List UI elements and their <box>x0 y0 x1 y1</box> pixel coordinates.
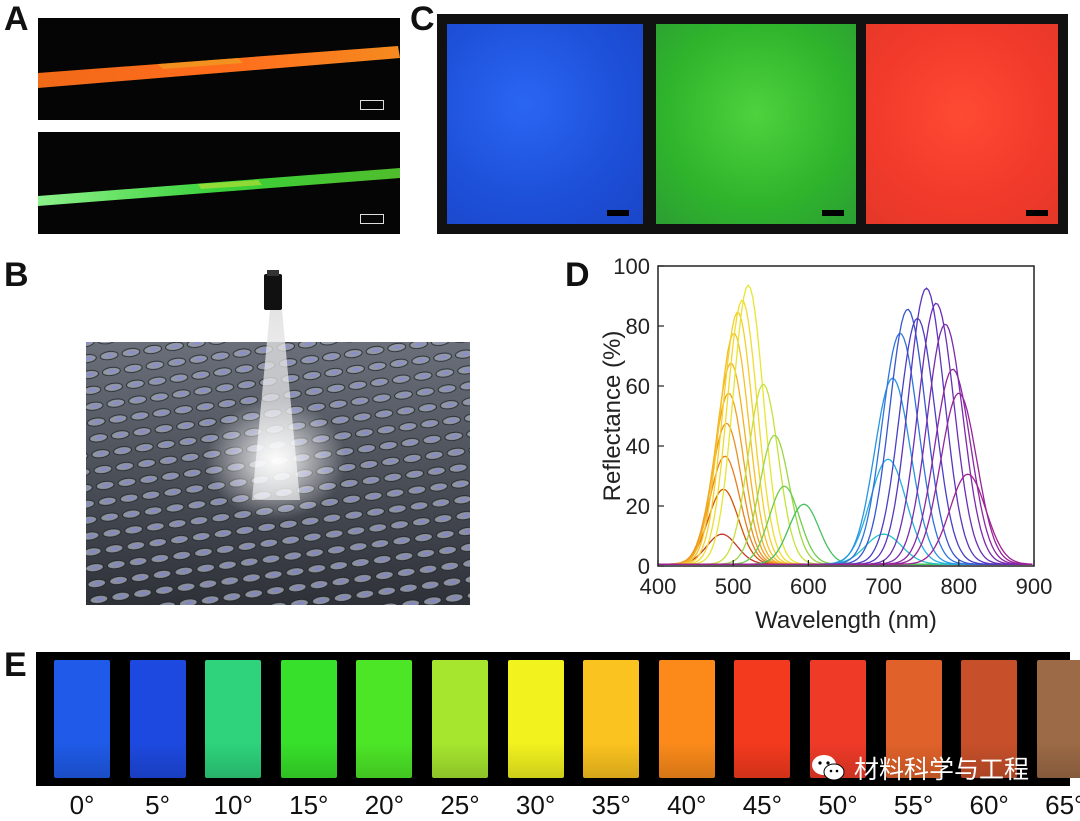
scale-bar <box>360 214 384 224</box>
x-tick-label: 700 <box>865 574 902 599</box>
color-strip-1 <box>129 660 186 778</box>
scale-bar <box>1026 210 1048 216</box>
fiber-micrograph-orange <box>38 18 400 120</box>
x-tick-label: 600 <box>790 574 827 599</box>
angle-label: 65° <box>1045 790 1080 820</box>
reflectance-curve-22 <box>658 323 1033 565</box>
plot-frame <box>657 265 1035 567</box>
x-tick-label: 900 <box>1016 574 1053 599</box>
angle-label: 45° <box>742 790 783 820</box>
film-red <box>866 24 1058 224</box>
schematic-illustration <box>86 270 470 605</box>
angle-label: 40° <box>667 790 707 820</box>
film-green <box>656 24 856 224</box>
angle-label: 55° <box>893 790 934 820</box>
panel-letter-c: C <box>410 0 435 38</box>
y-tick-label: 100 <box>613 258 650 279</box>
angle-label: 35° <box>591 790 631 820</box>
reflectance-chart: 400 500 600 700 800 900 0 20 40 60 80 100 Wavelengt… <box>599 254 1070 648</box>
color-strip-8 <box>658 660 715 778</box>
color-strip-2 <box>205 660 262 778</box>
angle-label: 25° <box>440 790 480 820</box>
reflectance-curve-18 <box>658 308 1033 565</box>
reflectance-curve-9 <box>658 284 1033 565</box>
scale-bar <box>607 210 629 216</box>
panel-letter-e: E <box>4 646 27 684</box>
reflectance-curve-0 <box>658 533 1033 565</box>
x-tick-label: 400 <box>640 574 677 599</box>
y-tick-label: 80 <box>626 314 650 339</box>
x-axis-label: Wavelength (nm) <box>755 607 937 634</box>
reflectance-chart-svg: 400 500 600 700 800 900 0 20 40 60 80 100 Wavelengt… <box>599 254 1053 634</box>
panel-letter-d: D <box>565 256 590 294</box>
angle-label: 30° <box>515 790 556 820</box>
film-micrographs <box>437 14 1068 234</box>
color-strip-4 <box>356 660 413 778</box>
color-strip-12 <box>961 660 1018 778</box>
y-axis-label: Reflectance (%) <box>600 331 626 502</box>
angle-label: 20° <box>364 790 405 820</box>
watermark: 材料科学与工程 <box>810 750 1029 786</box>
angle-label: 0° <box>69 790 95 820</box>
reflectance-curve-25 <box>658 473 1033 565</box>
reflectance-curve-17 <box>658 332 1033 565</box>
color-strip-13 <box>1036 660 1080 778</box>
x-tick-label: 800 <box>940 574 977 599</box>
color-strip-3 <box>280 660 337 778</box>
fiber-micrograph-green <box>38 132 400 234</box>
y-tick-label: 60 <box>626 374 650 399</box>
y-tick-label: 0 <box>638 554 650 579</box>
panel-letter-a: A <box>4 0 29 38</box>
x-tick-label: 500 <box>715 574 752 599</box>
angle-label: 10° <box>213 790 253 820</box>
reflectance-curve-20 <box>658 287 1033 565</box>
reflectance-curve-8 <box>658 299 1033 565</box>
color-strip-11 <box>885 660 942 778</box>
film-blue <box>447 24 643 224</box>
scale-bar <box>822 210 844 216</box>
reflectance-curve-13 <box>658 503 1033 565</box>
angle-label: 50° <box>818 790 858 820</box>
reflectance-curve-6 <box>658 332 1033 565</box>
reflectance-curve-21 <box>658 302 1033 565</box>
wechat-icon <box>812 755 845 781</box>
color-strip-0 <box>54 660 110 778</box>
color-strip-5 <box>432 660 488 778</box>
reflectance-curve-7 <box>658 311 1033 565</box>
color-strip-6 <box>507 660 564 778</box>
y-tick-label: 40 <box>626 434 650 459</box>
angle-label: 5° <box>145 790 171 820</box>
panel-letter-b: B <box>4 256 29 294</box>
color-strip-9 <box>734 660 791 778</box>
angle-label: 60° <box>969 790 1009 820</box>
y-tick-label: 20 <box>626 494 650 519</box>
reflectance-curve-12 <box>658 485 1033 565</box>
watermark-text: 材料科学与工程 <box>854 756 1030 784</box>
color-strip-7 <box>583 660 640 778</box>
reflectance-curve-19 <box>658 317 1033 565</box>
scale-bar <box>360 100 384 110</box>
reflectance-curve-1 <box>658 488 1033 565</box>
angle-label: 15° <box>289 790 329 820</box>
